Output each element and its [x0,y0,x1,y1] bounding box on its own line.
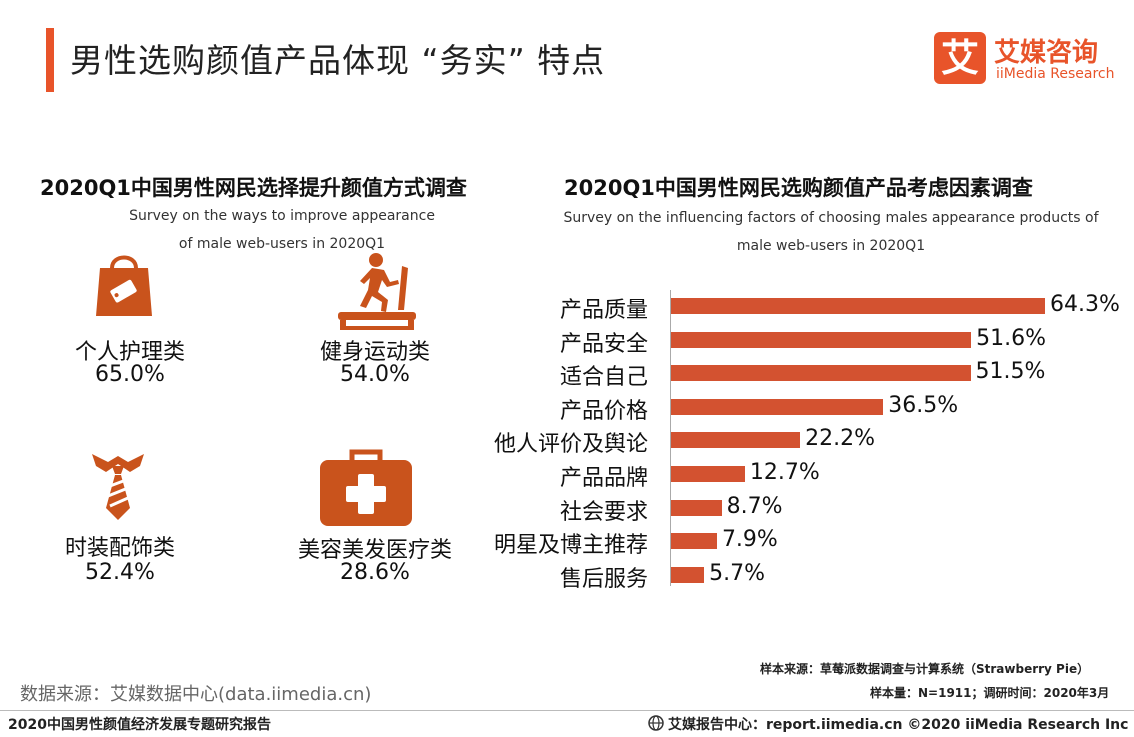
bar-category-label: 适合自己 [559,365,648,391]
bar-mark [671,466,745,482]
bar-mark [671,365,971,382]
chart-subtitle-2: male web-users in 2020Q1 [736,238,926,254]
medical-kit-icon [320,449,412,526]
bar-category-label: 产品质量 [559,298,648,323]
logo-chinese-name: 艾媒咨询 [994,38,1099,68]
bar-value-label: 51.5% [975,359,1046,385]
bar-category-label: 产品品牌 [559,466,648,491]
globe-icon [648,715,664,731]
left-item-value: 52.4% [85,560,155,585]
bar-mark [671,331,972,348]
left-section-subtitle-1: Survey on the ways to improve appearance [129,208,435,224]
left-item-label: 个人护理类 [74,340,185,365]
shopping-bag-icon [96,255,152,316]
bar-value-label: 7.9% [721,527,778,553]
left-item-value: 54.0% [340,362,410,387]
bar-value-label: 22.2% [805,426,876,452]
left-item-value: 28.6% [340,560,410,585]
left-section-title: 2020Q1中国男性网民选择提升颜值方式调查 [40,176,467,200]
footer-website: 艾媒报告中心：report.iimedia.cn ©2020 iiMedia R… [668,717,1129,733]
bar-category-label: 社会要求 [559,499,648,525]
title-accent-bar [46,28,54,92]
left-item-label: 健身运动类 [319,340,430,365]
footer-report-title: 2020中国男性颜值经济发展专题研究报告 [8,717,271,733]
chart-axis-line [670,290,671,586]
page-title: 男性选购颜值产品体现 “务实” 特点 [70,41,606,80]
bar-mark [671,499,722,516]
bar-category-label: 产品价格 [559,398,648,424]
bar-value-label: 64.3% [1050,292,1120,317]
sample-size-note: 样本量：N=1911；调研时间：2020年3月 [870,686,1110,700]
bar-value-label: 12.7% [749,460,820,485]
bar-value-label: 5.7% [709,560,766,586]
logo-mark-glyph: 艾 [940,36,979,80]
bar-value-label: 36.5% [888,392,959,418]
logo-english-name: iiMedia Research [996,66,1115,82]
bar-category-label: 售后服务 [559,566,648,592]
bar-value-label: 51.6% [976,325,1047,351]
bar-category-label: 产品安全 [559,331,648,357]
bar-category-label: 明星及博主推荐 [493,533,648,559]
bar-mark [671,398,884,415]
bar-value-label: 8.7% [726,493,783,519]
left-item-label: 美容美发医疗类 [297,538,452,563]
footer-divider [0,710,1134,711]
sample-source-note: 样本来源：草莓派数据调查与计算系统（Strawberry Pie） [760,662,1090,676]
chart-title: 2020Q1中国男性网民选购颜值产品考虑因素调查 [564,176,1033,200]
bar-mark [671,432,801,449]
left-item-value: 65.0% [95,362,165,387]
chart-subtitle-1: Survey on the influencing factors of cho… [563,210,1099,226]
data-source-note: 数据来源：艾媒数据中心(data.iimedia.cn) [20,684,372,705]
left-section-subtitle-2: of male web-users in 2020Q1 [178,236,386,252]
bar-mark [671,298,1045,314]
necktie-icon [92,454,144,520]
bar-mark [671,566,705,583]
treadmill-icon [338,253,416,330]
logo-mark: 艾 [934,32,986,84]
left-item-label: 时装配饰类 [64,536,175,561]
bar-mark [671,533,717,550]
bar-category-label: 他人评价及舆论 [493,432,648,458]
